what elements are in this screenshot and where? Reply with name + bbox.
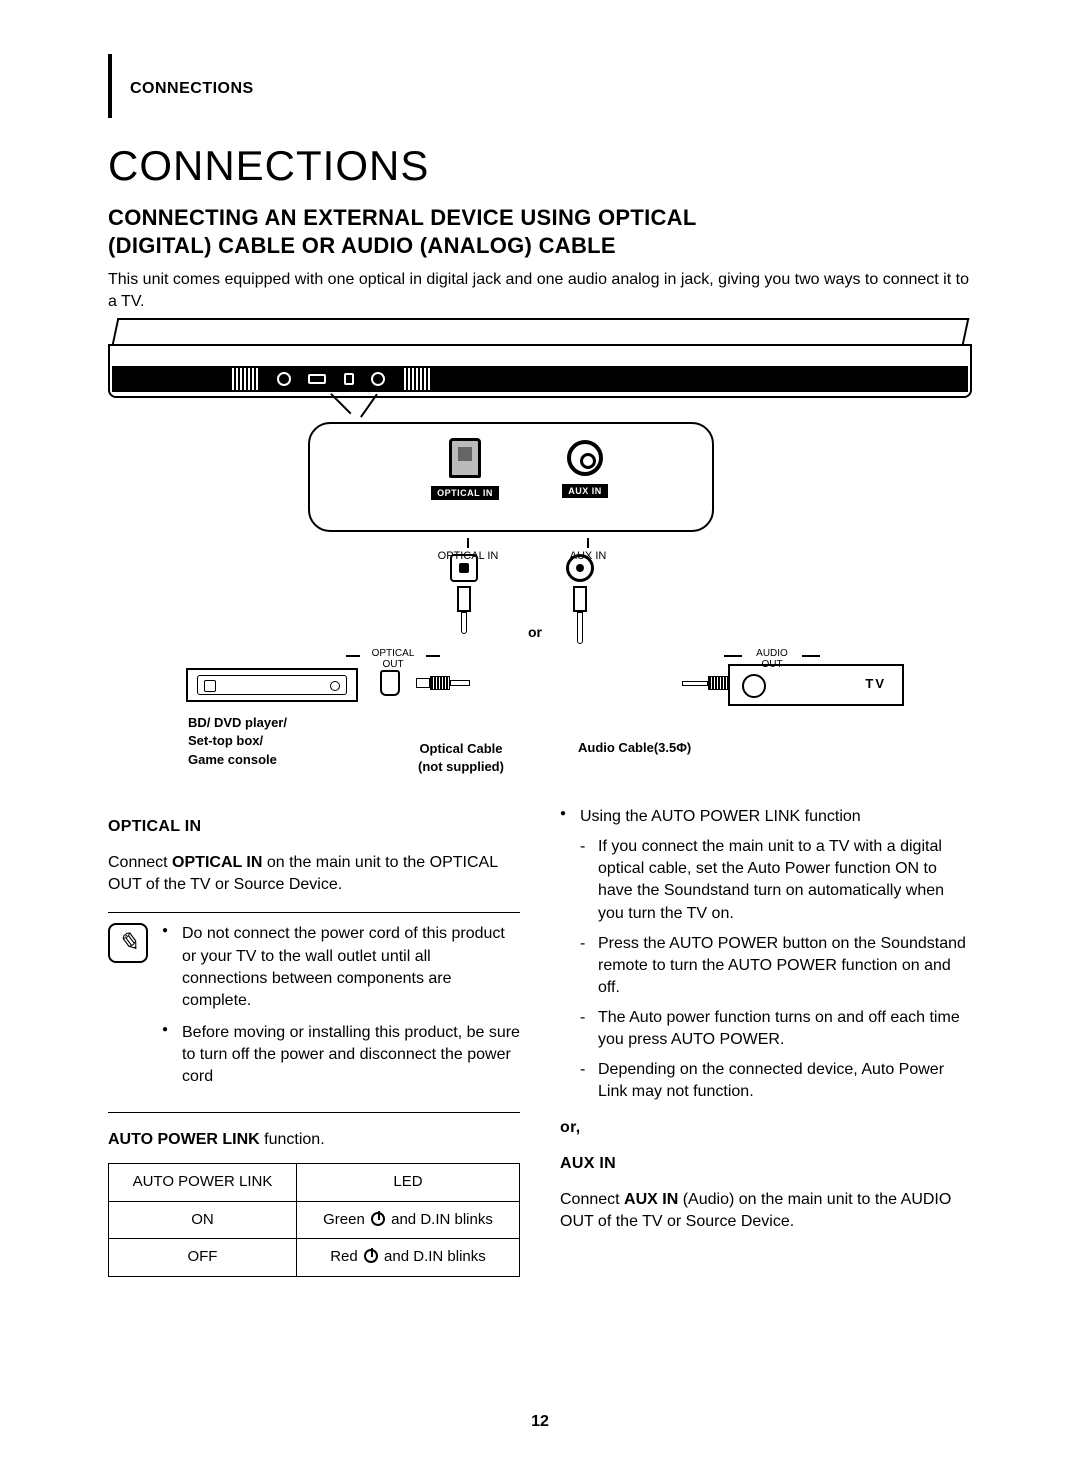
connection-diagram: OPTICAL IN AUX IN OPTICAL IN AUX IN or O… [108, 318, 972, 798]
left-column: OPTICAL IN Connect OPTICAL IN on the mai… [108, 806, 520, 1277]
breadcrumb: CONNECTIONS [130, 80, 254, 98]
audio-out-label: AUDIOOUT [742, 648, 802, 670]
optical-out-port-icon [380, 670, 400, 696]
table-header-apl: AUTO POWER LINK [109, 1164, 297, 1202]
cell-off: OFF [109, 1239, 297, 1277]
cell-on: ON [109, 1201, 297, 1239]
auto-power-bullet-item: Using the AUTO POWER LINK function If yo… [560, 806, 972, 1103]
apl-rest: function. [260, 1131, 325, 1148]
optical-in-strong: OPTICAL IN [172, 854, 262, 871]
note-item-1: Do not connect the power cord of this pr… [162, 923, 520, 1011]
page-title: CONNECTIONS [108, 142, 972, 190]
aux-in-zoom-label: AUX IN [562, 484, 608, 498]
right-column: Using the AUTO POWER LINK function If yo… [560, 806, 972, 1277]
optical-jack-icon [450, 554, 478, 634]
auto-power-details: If you connect the main unit to a TV wit… [580, 836, 972, 1103]
soundbar-graphic [108, 318, 972, 408]
table-row: ON Green and D.IN blinks [109, 1201, 520, 1239]
optical-cable-caption: Optical Cable (not supplied) [418, 740, 504, 775]
optical-plug-icon [416, 676, 470, 690]
bd-l1: BD/ DVD player/ [188, 715, 287, 730]
subtitle-line1: CONNECTING AN EXTERNAL DEVICE USING OPTI… [108, 205, 697, 230]
note-icon: ✎ [108, 923, 148, 963]
optical-in-heading: OPTICAL IN [108, 816, 520, 838]
cell-on-pre: Green [323, 1211, 369, 1228]
intro-paragraph: This unit comes equipped with one optica… [108, 269, 972, 312]
audio-cable-caption: Audio Cable(3.5Φ) [578, 740, 691, 755]
zoom-callout: OPTICAL IN AUX IN [308, 422, 714, 532]
detail-3: The Auto power function turns on and off… [580, 1007, 972, 1051]
subtitle-line2: (DIGITAL) CABLE OR AUDIO (ANALOG) CABLE [108, 233, 616, 258]
bd-dvd-caption: BD/ DVD player/ Set-top box/ Game consol… [188, 714, 287, 769]
bd-l3: Game console [188, 752, 277, 767]
aux-strong: AUX IN [624, 1191, 678, 1208]
note-box: ✎ Do not connect the power cord of this … [108, 912, 520, 1113]
tv-device-icon: AUDIOOUT TV [728, 664, 904, 706]
aux-in-heading: AUX IN [560, 1153, 972, 1175]
opt-cable-l2: not supplied) [422, 759, 504, 774]
auto-power-link-line: AUTO POWER LINK function. [108, 1129, 520, 1151]
cell-off-led: Red and D.IN blinks [296, 1239, 519, 1277]
bd-l2: Set-top box/ [188, 733, 263, 748]
detail-1: If you connect the main unit to a TV wit… [580, 836, 972, 924]
cell-on-led: Green and D.IN blinks [296, 1201, 519, 1239]
or-label: or [528, 624, 542, 640]
apl-strong: AUTO POWER LINK [108, 1131, 260, 1148]
aux-jack-icon [566, 554, 594, 644]
power-icon [371, 1212, 385, 1226]
aux-in-port-icon: AUX IN [550, 438, 620, 499]
bd-dvd-player-icon [186, 668, 358, 702]
or-heading: or, [560, 1117, 972, 1139]
note-item-2: Before moving or installing this product… [162, 1022, 520, 1088]
optical-in-port-icon: OPTICAL IN [430, 438, 500, 501]
auto-power-link-table: AUTO POWER LINK LED ON Green and D.IN bl… [108, 1163, 520, 1277]
cell-off-post: and D.IN blinks [380, 1248, 486, 1265]
callout-lines [330, 394, 530, 424]
table-header-led: LED [296, 1164, 519, 1202]
optical-out-label: OPTICALOUT [358, 648, 428, 670]
optical-in-pre: Connect [108, 854, 172, 871]
optical-in-paragraph: Connect OPTICAL IN on the main unit to t… [108, 852, 520, 896]
port-labels-row: OPTICAL IN AUX IN [408, 538, 668, 558]
header-rule [108, 54, 112, 118]
aux-in-paragraph: Connect AUX IN (Audio) on the main unit … [560, 1189, 972, 1233]
auto-power-bullet: Using the AUTO POWER LINK function If yo… [560, 806, 972, 1103]
note-list: Do not connect the power cord of this pr… [162, 923, 520, 1098]
aux-pre: Connect [560, 1191, 624, 1208]
detail-4: Depending on the connected device, Auto … [580, 1059, 972, 1103]
opt-cable-l1: Optical Cable [419, 741, 502, 756]
tv-label: TV [865, 676, 886, 691]
table-row: OFF Red and D.IN blinks [109, 1239, 520, 1277]
section-subtitle: CONNECTING AN EXTERNAL DEVICE USING OPTI… [108, 204, 972, 259]
detail-2: Press the AUTO POWER button on the Sound… [580, 933, 972, 999]
bullet-head: Using the AUTO POWER LINK function [580, 808, 861, 825]
page-number: 12 [0, 1413, 1080, 1431]
power-icon [364, 1249, 378, 1263]
cell-on-post: and D.IN blinks [387, 1211, 493, 1228]
optical-in-zoom-label: OPTICAL IN [431, 486, 499, 500]
cell-off-pre: Red [330, 1248, 362, 1265]
